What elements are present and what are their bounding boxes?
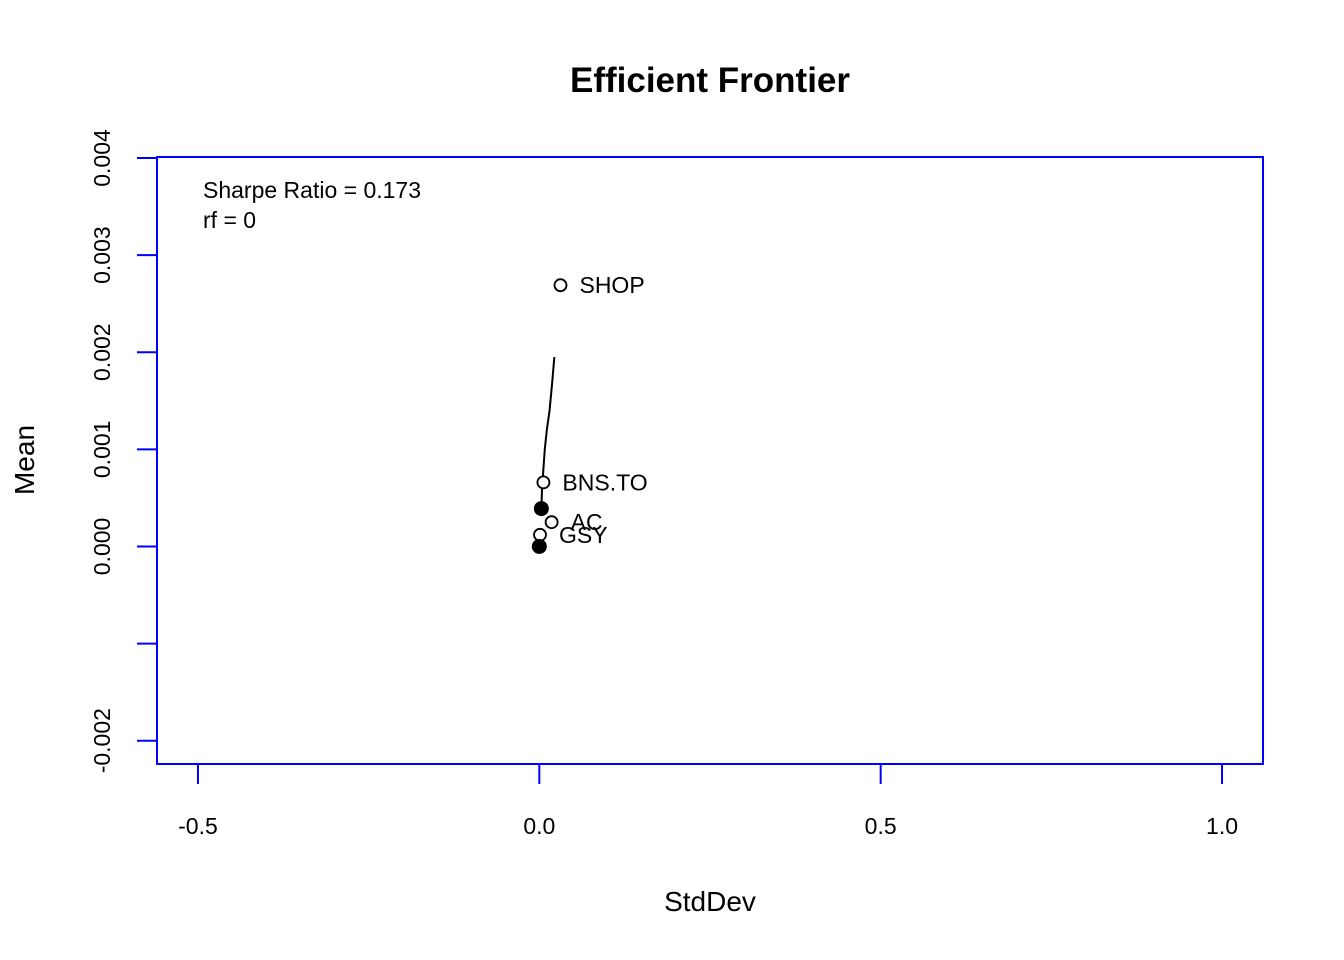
x-tick-label: 0.0 xyxy=(523,813,555,839)
tangency-point xyxy=(533,501,549,517)
asset-label: AC xyxy=(571,509,603,535)
y-axis: -0.002 0.000 0.001 0.002 0.003 0.004 xyxy=(89,129,158,773)
y-tick-label: 0.003 xyxy=(89,226,115,284)
annotation-sharpe-ratio: Sharpe Ratio = 0.173 xyxy=(203,177,421,203)
y-tick-label: 0.001 xyxy=(89,421,115,479)
y-tick-label: 0.002 xyxy=(89,323,115,381)
asset-label: SHOP xyxy=(579,272,644,298)
y-axis-label: Mean xyxy=(9,425,40,495)
plot-area-border xyxy=(156,156,1264,765)
asset-point-shop xyxy=(553,278,568,293)
y-tick-label: -0.002 xyxy=(89,708,115,773)
x-tick-label: 0.5 xyxy=(865,813,897,839)
asset-point-bns-to xyxy=(536,475,551,490)
y-tick-label: 0.000 xyxy=(89,518,115,576)
chart-title: Efficient Frontier xyxy=(570,61,850,100)
y-tick-label: 0.004 xyxy=(89,129,115,187)
x-axis: -0.5 0.0 0.5 1.0 xyxy=(178,763,1238,839)
asset-label: GSY xyxy=(559,522,608,548)
asset-label: BNS.TO xyxy=(562,469,647,495)
x-tick-label: 1.0 xyxy=(1206,813,1238,839)
asset-point-ac xyxy=(544,515,559,530)
x-tick-label: -0.5 xyxy=(178,813,218,839)
risk-free-point xyxy=(531,538,547,554)
annotation-risk-free-rate: rf = 0 xyxy=(203,207,256,233)
x-axis-label: StdDev xyxy=(664,886,756,917)
